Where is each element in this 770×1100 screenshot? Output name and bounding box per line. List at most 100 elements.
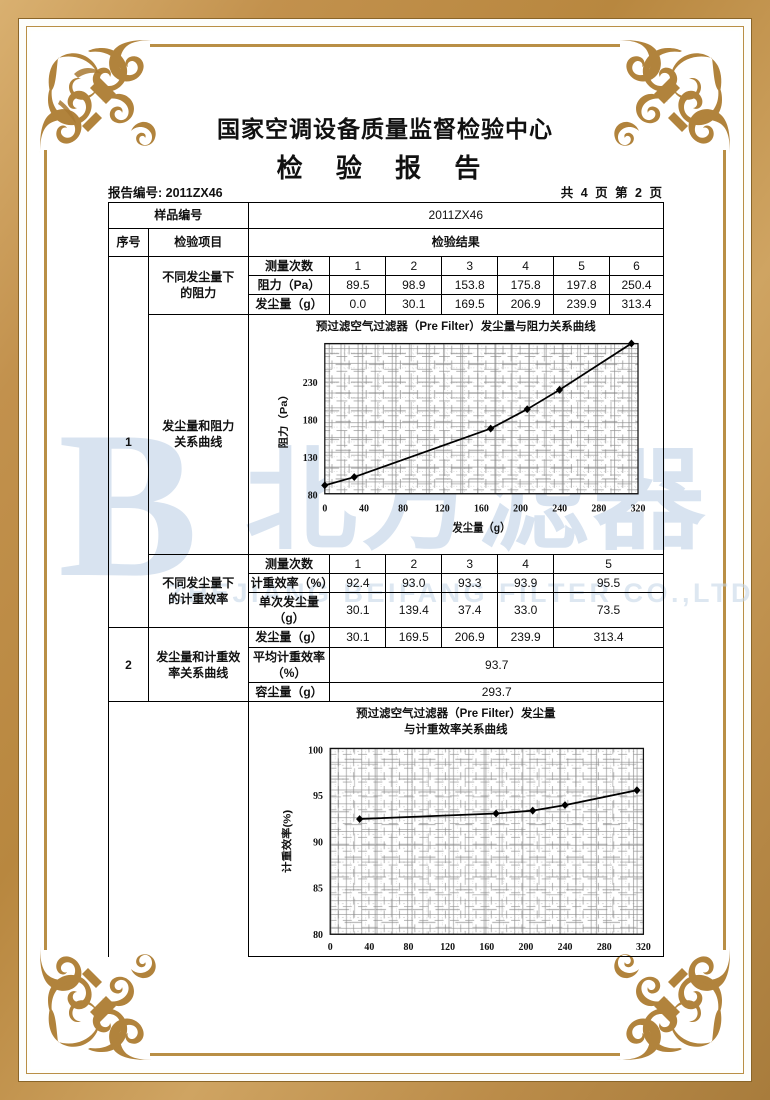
table-row: 2 发尘量和计重效 率关系曲线 发尘量（g） 30.1 169.5 206.9 …: [108, 627, 664, 703]
resistance-label: 阻力（Pa）: [247, 275, 331, 296]
chart-dust-vs-efficiency: 预过滤空气过滤器（Pre Filter）发尘量 与计重效率关系曲线: [251, 703, 661, 955]
eff-measure-num-cell: 4: [497, 553, 555, 574]
svg-text:230: 230: [302, 377, 317, 388]
dust-cell: 30.1: [385, 294, 443, 315]
svg-text:85: 85: [313, 883, 323, 895]
row-item-curve-1: 发尘量和阻力 关系曲线: [147, 313, 249, 555]
spacer-cell: [108, 701, 249, 957]
svg-text:120: 120: [434, 503, 449, 514]
svg-text:240: 240: [557, 942, 572, 954]
svg-text:90: 90: [313, 837, 323, 849]
eff-measure-num-cell: 1: [329, 553, 387, 574]
svg-text:80: 80: [398, 503, 408, 514]
report-number: 报告编号: 2011ZX46: [108, 186, 223, 200]
single-dust-cell: 73.5: [553, 591, 664, 629]
resistance-cell: 197.8: [553, 275, 611, 296]
resistance-cell: 250.4: [609, 275, 664, 296]
efficiency-cell: 93.0: [385, 572, 443, 593]
sample-no-label: 样品编号: [108, 202, 249, 229]
table-row: 单次发尘量（g） 30.1 139.4 37.4 33.0 73.5: [109, 591, 664, 629]
efficiency-label: 计重效率（%）: [247, 572, 333, 593]
frame-edge-top: [150, 44, 620, 47]
inspection-results-table: 样品编号 2011ZX46 序号 检验项目 检验结果 1 不同发尘量下 的阻力 …: [108, 202, 665, 958]
svg-text:80: 80: [313, 930, 323, 942]
single-dust-cell: 33.0: [497, 591, 555, 629]
svg-text:40: 40: [364, 942, 374, 954]
page-number-info: 共 4 页 第 2 页: [560, 186, 664, 200]
avg-efficiency-value: 93.7: [329, 646, 664, 683]
svg-text:320: 320: [630, 503, 645, 514]
col-header-item: 检验项目: [147, 228, 249, 257]
col-header-result: 检验结果: [247, 228, 665, 257]
efficiency-cell: 93.9: [497, 572, 555, 593]
resistance-cell: 98.9: [385, 275, 443, 296]
svg-text:320: 320: [636, 942, 651, 954]
eff-dust-cell: 30.1: [329, 627, 387, 648]
row-seq-2: 2: [108, 627, 149, 703]
table-row: 容尘量（g） 293.7: [109, 681, 664, 703]
dust-label: 发尘量（g）: [247, 294, 331, 315]
eff-measure-num-cell: 3: [441, 553, 499, 574]
measure-num-cell: 5: [553, 255, 611, 277]
svg-text:80: 80: [403, 942, 413, 954]
chart-dust-vs-resistance: 预过滤空气过滤器（Pre Filter）发尘量与阻力关系曲线: [251, 316, 661, 553]
eff-dust-cell: 169.5: [385, 627, 443, 648]
table-row: 平均计重效率（%） 93.7: [109, 646, 664, 683]
frame-edge-left: [44, 150, 47, 950]
eff-dust-cell: 239.9: [497, 627, 555, 648]
measure-num-cell: 2: [385, 255, 443, 277]
svg-text:200: 200: [513, 503, 528, 514]
organization-title: 国家空调设备质量监督检验中心: [217, 116, 553, 142]
chart-cell-efficiency: 预过滤空气过滤器（Pre Filter）发尘量 与计重效率关系曲线: [247, 701, 665, 958]
eff-dust-cell: 206.9: [441, 627, 499, 648]
efficiency-cell: 92.4: [329, 572, 387, 593]
capacity-label: 容尘量（g）: [247, 681, 331, 703]
svg-text:180: 180: [302, 415, 317, 426]
svg-text:200: 200: [518, 942, 533, 954]
dust-cell: 0.0: [329, 294, 387, 315]
dust-cell: 169.5: [441, 294, 499, 315]
svg-text:130: 130: [302, 452, 317, 463]
eff-dust-cell: 313.4: [553, 627, 664, 648]
measure-count-label: 测量次数: [247, 255, 331, 277]
page-title: 检 验 报 告: [276, 153, 494, 183]
svg-text:95: 95: [313, 791, 323, 803]
row-seq-1: 1: [108, 255, 149, 629]
table-row: 发尘量和阻力 关系曲线 预过滤空气过滤器（Pre Filter）发尘量与阻力关系…: [109, 313, 665, 555]
table-row: 不同发尘量下 的计重效率 测量次数 1 2 3 4 5: [109, 553, 664, 629]
measure-num-cell: 6: [609, 255, 664, 277]
avg-efficiency-label: 平均计重效率（%）: [247, 646, 331, 683]
report-meta-row: 报告编号: 2011ZX46 共 4 页 第 2 页: [108, 182, 664, 201]
single-dust-label: 单次发尘量（g）: [247, 591, 331, 629]
svg-text:0: 0: [327, 942, 332, 954]
svg-text:280: 280: [596, 942, 611, 954]
dust-cell: 206.9: [497, 294, 555, 315]
table-row: 阻力（Pa） 89.5 98.9 153.8 175.8 197.8 250.4: [109, 275, 664, 296]
dust-cell: 313.4: [609, 294, 664, 315]
row-item-efficiency: 不同发尘量下 的计重效率: [147, 553, 249, 629]
capacity-value: 293.7: [329, 681, 664, 703]
resistance-cell: 175.8: [497, 275, 555, 296]
measure-count-label-eff: 测量次数: [247, 553, 331, 574]
table-row: 1 不同发尘量下 的阻力 测量次数 1 2 3 4 5 6: [108, 255, 664, 629]
row-item-curve-2: 发尘量和计重效 率关系曲线: [147, 627, 249, 703]
svg-text:100: 100: [308, 745, 323, 757]
resistance-cell: 89.5: [329, 275, 387, 296]
chart-title: 预过滤空气过滤器（Pre Filter）发尘量与阻力关系曲线: [315, 320, 596, 333]
frame-edge-right: [723, 150, 726, 950]
single-dust-cell: 37.4: [441, 591, 499, 629]
table-row: 计重效率（%） 92.4 93.0 93.3 93.9 95.5: [109, 572, 664, 593]
efficiency-cell: 93.3: [441, 572, 499, 593]
svg-text:160: 160: [479, 942, 494, 954]
measure-num-cell: 1: [329, 255, 387, 277]
efficiency-cell: 95.5: [553, 572, 664, 593]
table-row: 预过滤空气过滤器（Pre Filter）发尘量 与计重效率关系曲线: [108, 701, 665, 958]
chart1-ylabel: 阻力（Pa）: [276, 389, 289, 448]
chart-cell-resistance: 预过滤空气过滤器（Pre Filter）发尘量与阻力关系曲线: [247, 313, 665, 555]
measure-num-cell: 3: [441, 255, 499, 277]
resistance-cell: 153.8: [441, 275, 499, 296]
measure-num-cell: 4: [497, 255, 555, 277]
sample-no-value: 2011ZX46: [247, 202, 665, 229]
